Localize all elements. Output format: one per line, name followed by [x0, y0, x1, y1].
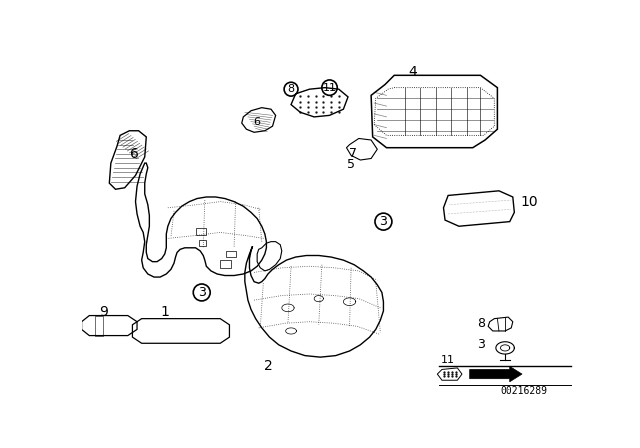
- Text: 1: 1: [161, 306, 169, 319]
- Text: 3: 3: [380, 215, 387, 228]
- Text: 6: 6: [253, 116, 260, 126]
- Text: 8: 8: [477, 317, 485, 330]
- Text: 11: 11: [323, 82, 337, 93]
- Bar: [196, 228, 206, 236]
- Text: 11: 11: [440, 355, 454, 365]
- Text: 6: 6: [129, 147, 138, 161]
- Bar: [198, 240, 206, 246]
- Text: 2: 2: [264, 359, 272, 373]
- Bar: [227, 251, 236, 257]
- Text: 3: 3: [477, 338, 485, 351]
- Text: 10: 10: [520, 194, 538, 209]
- Text: 7: 7: [349, 147, 356, 160]
- Text: 5: 5: [347, 158, 355, 171]
- Polygon shape: [470, 366, 522, 382]
- Text: 3: 3: [198, 286, 205, 299]
- Text: 00216289: 00216289: [500, 386, 547, 396]
- Text: 4: 4: [408, 65, 417, 79]
- Text: 9: 9: [99, 306, 108, 319]
- Bar: [220, 260, 231, 268]
- Text: 8: 8: [287, 84, 294, 94]
